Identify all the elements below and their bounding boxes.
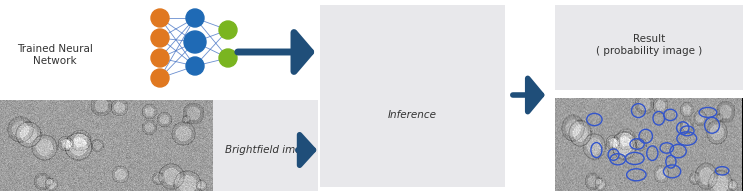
FancyBboxPatch shape xyxy=(213,100,318,191)
Circle shape xyxy=(186,33,204,51)
Circle shape xyxy=(219,49,237,67)
Text: Result
( probability image ): Result ( probability image ) xyxy=(596,34,702,56)
Circle shape xyxy=(151,49,169,67)
FancyBboxPatch shape xyxy=(555,5,743,90)
FancyBboxPatch shape xyxy=(320,5,505,187)
Circle shape xyxy=(151,29,169,47)
Circle shape xyxy=(219,21,237,39)
Circle shape xyxy=(184,31,206,53)
Circle shape xyxy=(186,57,204,75)
Circle shape xyxy=(186,9,204,27)
Text: Trained Neural
Network: Trained Neural Network xyxy=(17,44,93,66)
Text: Brightfield image: Brightfield image xyxy=(225,145,315,155)
Text: Inference: Inference xyxy=(388,110,436,120)
Circle shape xyxy=(151,69,169,87)
Circle shape xyxy=(151,9,169,27)
